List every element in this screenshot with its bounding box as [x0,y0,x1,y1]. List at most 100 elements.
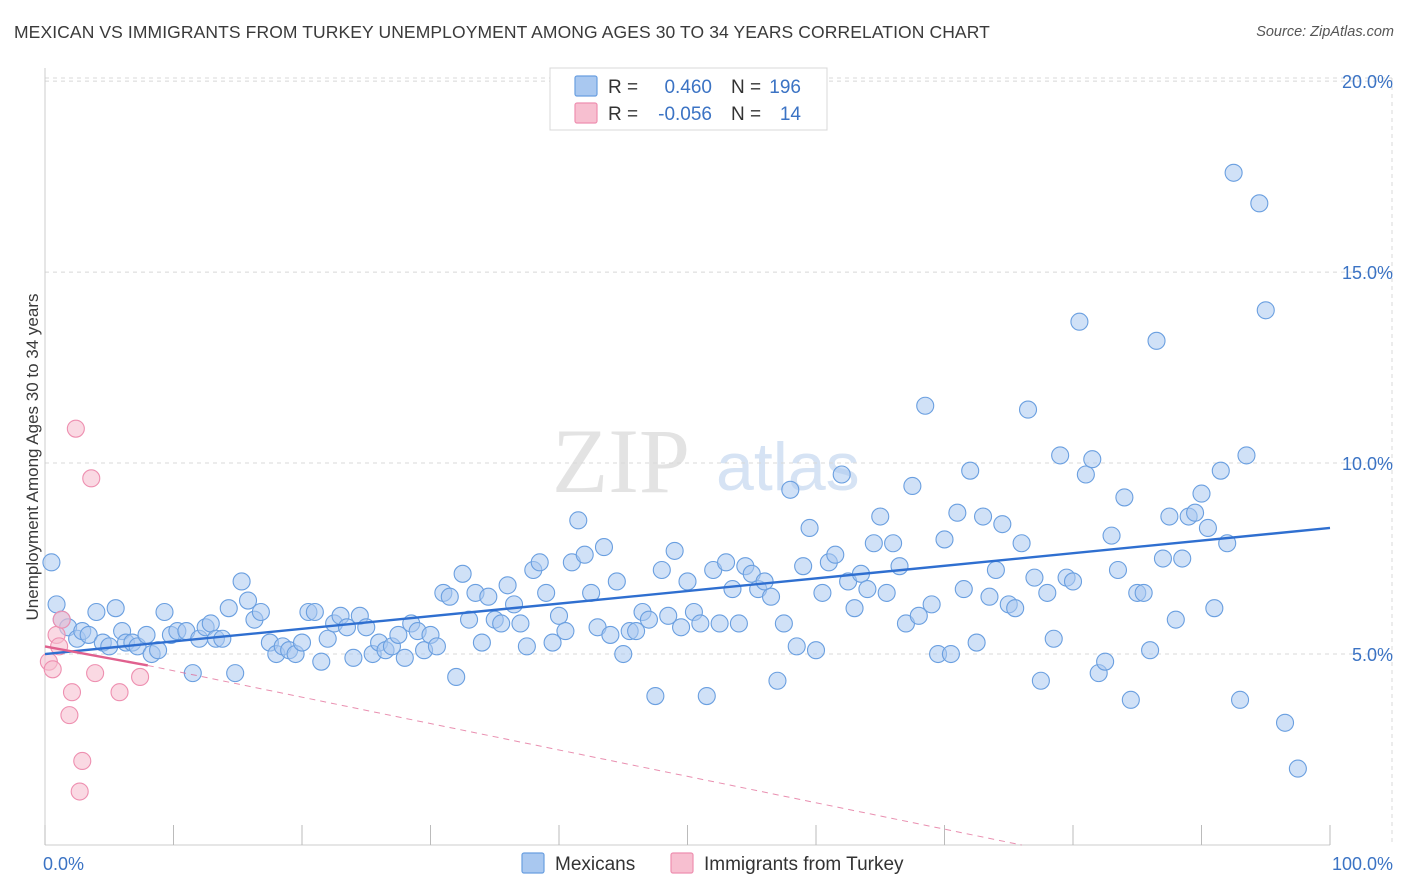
mexicans-point [549,606,569,625]
mexicans-point [1063,572,1083,591]
mexicans-point [961,461,980,480]
mexicans-point [1076,465,1095,484]
mexicans-point [678,572,697,591]
mexicans-point [800,518,819,538]
mexicans-point [1025,568,1044,587]
mexicans-point [219,599,238,618]
mexicans-point [993,515,1012,534]
mexicans-point [1012,534,1031,553]
mexicans-point [1134,583,1153,602]
mexicans-point [948,503,967,522]
mexicans-point [691,614,710,633]
mexicans-point [659,606,678,625]
legend-n-label-1: N = [731,77,761,98]
mexicans-point [884,534,903,553]
legend-swatch-mexicans [574,75,598,97]
mexicans-point [627,622,646,641]
mexicans-point [1108,560,1128,580]
axes [44,68,1331,846]
watermark-zip: ZIP [552,410,690,512]
mexicans-point [459,610,479,629]
mexicans-point [1160,507,1179,526]
mexicans-trend-line [44,526,1331,656]
trend-lines [44,526,1331,846]
mexicans-point [761,587,781,606]
mexicans-point [1096,652,1115,671]
turkey-point [60,706,79,725]
legend-swatch-turkey [574,102,598,124]
mexicans-point [954,580,973,599]
mexicans-point [569,511,588,530]
mexicans-point [1006,599,1025,618]
mexicans-point [305,602,324,622]
mexicans-point [183,664,202,683]
mexicans-point [716,553,736,572]
mexicans-point [729,614,748,633]
source-label: Source: ZipAtlas.com [1256,24,1394,40]
turkey-point [43,660,62,679]
mexicans-point [504,595,524,614]
mexicans-point [794,557,813,576]
turkey-point [131,667,150,686]
mexicans-point [1115,488,1134,507]
y-tick-labels: 5.0% 10.0% 15.0% 20.0% [1342,72,1393,665]
mexicans-point [1083,450,1102,469]
mexicans-point [1147,331,1166,350]
mexicans-point [498,576,517,595]
mexicans-point [781,480,800,499]
mexicans-point [472,633,491,652]
mexicans-point [155,602,174,622]
mexicans-point [575,545,594,564]
mexicans-point [453,564,472,583]
x-tick-label-1: 100.0% [1332,854,1393,874]
mexicans-point [537,583,556,602]
mexicans-point [511,614,530,633]
bottom-legend-label-mexicans: Mexicans [555,854,635,875]
mexicans-point [1211,461,1230,480]
mexicans-point [344,648,363,667]
legend-r-label-1: R = [608,77,638,98]
mexicans-point [607,572,626,591]
mexicans-point [903,476,922,496]
bottom-legend-label-turkey: Immigrants from Turkey [704,854,904,875]
bottom-legend-swatch-turkey [670,852,694,874]
mexicans-point [890,557,909,576]
mexicans-point [922,595,941,614]
x-tick-labels: 0.0% 100.0% [43,854,1393,874]
mexicans-point [42,553,61,572]
mexicans-point [723,580,742,599]
bottom-legend-swatch-mexicans [521,852,545,874]
mexicans-point [1018,400,1038,419]
mexicans-point [646,686,665,706]
mexicans-point [871,507,890,526]
mexicans-point [826,545,845,564]
mexicans-point [967,633,986,652]
mexicans-point [1186,503,1205,522]
mexicans-point [1250,194,1269,213]
mexicans-point [517,637,536,656]
turkey-point [110,683,129,702]
turkey-point [73,751,92,771]
turkey-trend-line [44,645,149,667]
mexicans-point [149,641,168,660]
mexicans-point [1205,599,1224,618]
mexicans-point [213,629,232,648]
mexicans-point [806,641,826,660]
mexicans-point [79,625,98,644]
top-legend: R = 0.460 N = 196 R = -0.056 N = 14 [549,67,828,131]
mexicans-point [1038,583,1057,602]
mexicans-point [665,541,684,560]
mexicans-point [768,671,787,690]
mexicans-point [440,587,459,606]
turkey-points [39,419,150,801]
mexicans-point [251,602,270,622]
mexicans-point [601,625,620,644]
mexicans-point [1102,526,1121,545]
turkey-point [62,683,82,702]
mexicans-point [479,587,498,606]
mexicans-point [864,534,883,553]
mexicans-point [909,606,928,625]
mexicans-point [787,637,806,656]
mexicans-point [543,633,562,652]
